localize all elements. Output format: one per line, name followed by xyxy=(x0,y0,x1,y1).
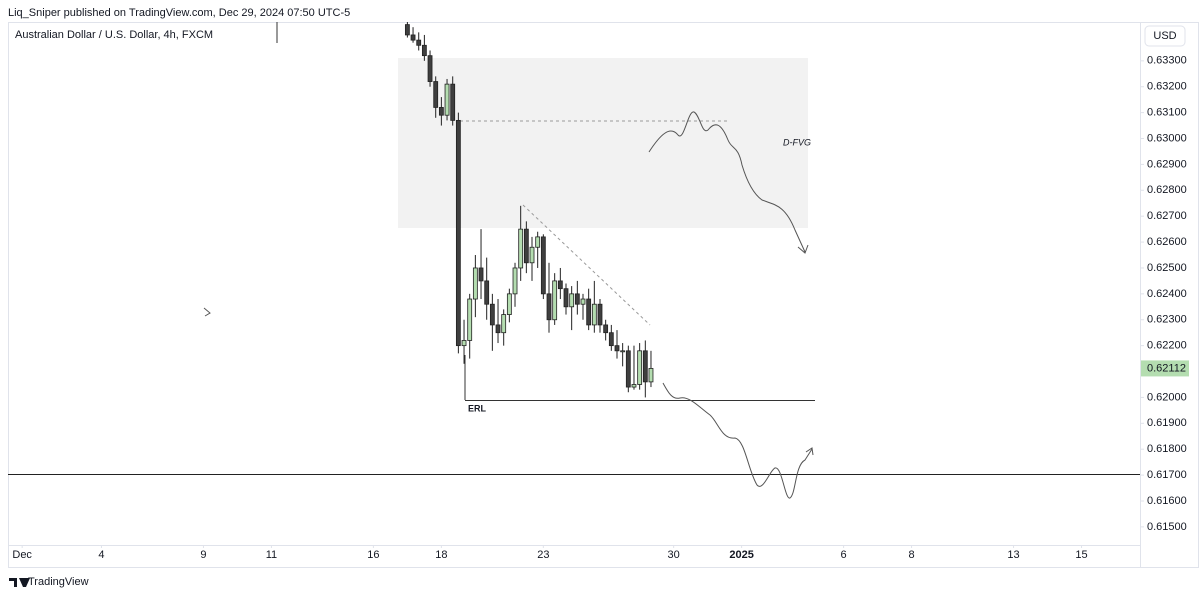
trend-line xyxy=(522,204,651,326)
candle-body xyxy=(620,350,626,353)
y-tick-label: 0.62200 xyxy=(1147,340,1187,352)
candle-body xyxy=(495,324,501,334)
y-tick-label: 0.61500 xyxy=(1147,521,1187,533)
candle-body xyxy=(416,39,422,46)
candle-body xyxy=(421,44,427,57)
candle-body xyxy=(523,228,529,264)
y-tick-label: 0.62600 xyxy=(1147,236,1187,248)
y-tick-label: 0.62400 xyxy=(1147,288,1187,300)
y-tick-label: 0.63000 xyxy=(1147,132,1187,144)
x-tick-label: 4 xyxy=(98,549,104,561)
y-tick-label: 0.62500 xyxy=(1147,262,1187,274)
candle-body xyxy=(455,119,461,347)
candle-body xyxy=(404,24,410,36)
y-tick-label: 0.61800 xyxy=(1147,443,1187,455)
candle-body xyxy=(586,298,592,326)
candle-body xyxy=(580,298,586,305)
x-tick-label: 30 xyxy=(668,549,680,561)
last-price-label: 0.62112 xyxy=(1147,362,1186,374)
y-tick-label: 0.61900 xyxy=(1147,417,1187,429)
candle-body xyxy=(614,345,620,352)
y-tick-label: 0.63100 xyxy=(1147,107,1187,119)
x-tick-label: 11 xyxy=(266,549,277,561)
candle-body xyxy=(552,280,558,321)
candle-body xyxy=(631,384,637,388)
x-tick-label: Dec xyxy=(12,549,32,561)
candle-body xyxy=(557,280,563,290)
candle-body xyxy=(506,293,512,315)
candle-body xyxy=(603,324,609,334)
candle-body xyxy=(433,81,439,108)
y-tick-label: 0.62000 xyxy=(1147,391,1187,403)
candle-body xyxy=(608,332,614,347)
stray-mark xyxy=(203,307,211,317)
x-tick-label: 9 xyxy=(200,549,206,561)
frame xyxy=(8,22,1199,568)
candle-body xyxy=(444,83,450,116)
x-tick-label: 16 xyxy=(367,549,379,561)
x-tick-label: 18 xyxy=(435,549,447,561)
fvg-zone xyxy=(398,58,808,228)
x-tick-label: 8 xyxy=(909,549,915,561)
candle-body xyxy=(625,350,631,388)
y-tick-label: 0.62300 xyxy=(1147,314,1187,326)
level-label: ERL xyxy=(468,403,487,413)
x-tick-label: 15 xyxy=(1075,549,1087,561)
y-tick-label: 0.61600 xyxy=(1147,495,1187,507)
candle-body xyxy=(563,288,569,308)
candle-body xyxy=(648,368,654,383)
brand: TradingView xyxy=(28,576,89,588)
candle-body xyxy=(450,83,456,121)
candle-body xyxy=(410,34,416,41)
candle-body xyxy=(597,303,603,326)
currency[interactable]: USD xyxy=(1153,30,1176,42)
candle-body xyxy=(478,267,484,282)
last-price-box xyxy=(1141,360,1189,377)
candle-body xyxy=(518,228,524,269)
x-tick-label: 23 xyxy=(537,549,549,561)
candle-body xyxy=(569,293,575,308)
y-tick-label: 0.63300 xyxy=(1147,55,1187,67)
y-tick-label: 0.62800 xyxy=(1147,184,1187,196)
candle-body xyxy=(427,55,433,82)
candle-body xyxy=(461,340,467,347)
y-tick-label: 0.63200 xyxy=(1147,81,1187,93)
projection-path xyxy=(648,111,809,254)
logo xyxy=(9,578,30,587)
candle-body xyxy=(546,293,552,321)
publisher: Liq_Sniper published on TradingView.com,… xyxy=(8,7,350,19)
candle-body xyxy=(484,280,490,305)
projection-path xyxy=(662,382,814,499)
candle-body xyxy=(512,267,518,295)
candle-body xyxy=(501,314,507,334)
x-tick-label: 13 xyxy=(1007,549,1019,561)
x-tick-label: 6 xyxy=(841,549,847,561)
candle-body xyxy=(489,303,495,326)
y-tick-label: 0.61700 xyxy=(1147,469,1187,481)
y-tick-label: 0.62700 xyxy=(1147,210,1187,222)
candle-body xyxy=(467,298,473,341)
candle-body xyxy=(535,236,541,248)
candle-body xyxy=(637,350,643,385)
candle-body xyxy=(540,236,546,295)
zone-label: D-FVG xyxy=(783,137,811,147)
candle-body xyxy=(591,303,597,326)
candle-body xyxy=(642,350,648,383)
y-tick-label: 0.62900 xyxy=(1147,158,1187,170)
symbol-title: Australian Dollar / U.S. Dollar, 4h, FXC… xyxy=(15,29,213,41)
candles xyxy=(404,22,654,398)
candle-body xyxy=(574,293,580,305)
candle-body xyxy=(438,107,444,116)
candle-body xyxy=(472,267,478,300)
currency-box[interactable] xyxy=(1144,25,1186,47)
x-tick-label: 2025 xyxy=(729,549,753,561)
candle-body xyxy=(529,246,535,264)
